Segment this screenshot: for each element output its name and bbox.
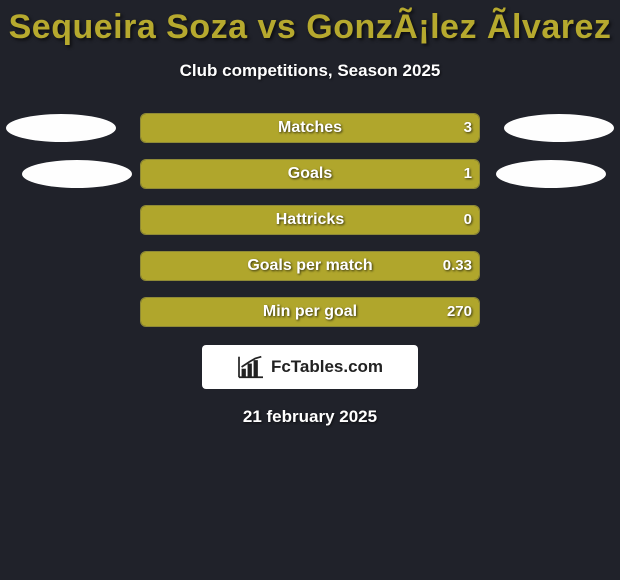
subtitle: Club competitions, Season 2025 [0, 61, 620, 81]
stat-bar-fill [141, 298, 479, 326]
stat-row: Goals1 [0, 159, 620, 189]
page-title: Sequeira Soza vs GonzÃ¡lez Ãlvarez [0, 0, 620, 47]
player-marker-right [504, 114, 614, 142]
stat-bar-track [140, 113, 480, 143]
player-marker-right [496, 160, 606, 188]
logo-box: FcTables.com [202, 345, 418, 389]
stat-rows: Matches3 Goals1 Hattricks0 Goals per match0… [0, 113, 620, 327]
stat-row: Hattricks0 [0, 205, 620, 235]
stat-row: Matches3 [0, 113, 620, 143]
stat-bar-track [140, 205, 480, 235]
player-marker-left [22, 160, 132, 188]
stat-bar-fill [141, 206, 479, 234]
stat-bar-track [140, 251, 480, 281]
stat-bar-track [140, 297, 480, 327]
date-label: 21 february 2025 [0, 407, 620, 427]
stat-bar-track [140, 159, 480, 189]
stats-card: Sequeira Soza vs GonzÃ¡lez Ãlvarez Club … [0, 0, 620, 580]
stat-row: Goals per match0.33 [0, 251, 620, 281]
stat-bar-fill [141, 160, 479, 188]
stat-row: Min per goal270 [0, 297, 620, 327]
stat-bar-fill [141, 114, 479, 142]
logo-text: FcTables.com [271, 357, 383, 377]
bar-chart-icon [237, 355, 265, 379]
player-marker-left [6, 114, 116, 142]
stat-bar-fill [141, 252, 479, 280]
